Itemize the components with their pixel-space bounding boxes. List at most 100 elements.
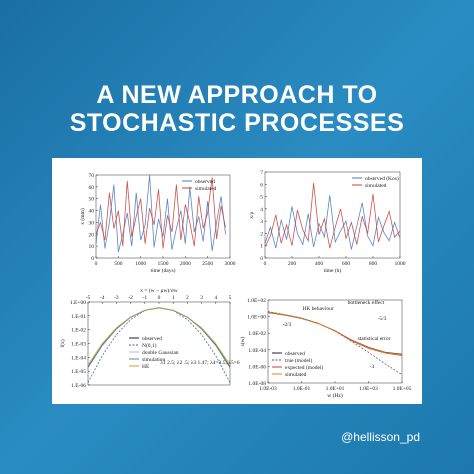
x-axis-label: time (days) <box>151 267 176 274</box>
legend-label: simulation <box>142 357 165 363</box>
x-tick-label: 1000 <box>135 261 146 267</box>
y-tick-label: 1.E-02 <box>71 328 86 334</box>
legend-label: double Gaussian <box>142 350 179 356</box>
x-tick-label: -2 <box>128 295 133 301</box>
legend-label: simulated <box>365 183 387 189</box>
x-tick-label: 500 <box>114 261 123 267</box>
y-tick-label: 0 <box>91 256 94 262</box>
y-tick-label: 1.0E-04 <box>248 348 266 354</box>
y-tick-label: 1.0E+00 <box>247 315 266 321</box>
x-tick-label: -5 <box>86 295 91 301</box>
legend-label: observed <box>195 179 215 185</box>
legend-label: observed (Kos) <box>365 175 399 182</box>
legend-label: observed <box>285 351 305 357</box>
x-tick-label: 1000 <box>395 261 406 267</box>
y-tick-label: 7 <box>260 170 263 176</box>
x-tick-label: -3 <box>114 295 119 301</box>
legend-label: expected (model) <box>285 364 323 371</box>
x-tick-label: 1 <box>172 295 175 301</box>
y-tick-label: 5 <box>260 195 263 201</box>
series-line <box>264 195 401 250</box>
y-tick-label: 30 <box>89 220 95 226</box>
x-tick-label: 0 <box>158 295 161 301</box>
x-tick-label: 800 <box>369 261 378 267</box>
annotation: statistical error <box>358 336 391 342</box>
y-axis-label: x/μ <box>249 211 255 218</box>
x-tick-label: -1 <box>143 295 148 301</box>
y-tick-label: 1.E-01 <box>71 314 86 320</box>
x-tick-label: 5 <box>229 295 232 301</box>
handle: @hellisson_pd <box>341 430 420 444</box>
series-line <box>95 174 226 253</box>
annotation: -5/3 <box>378 316 387 322</box>
x-tick-label: 600 <box>342 261 351 267</box>
y-tick-label: 70 <box>89 173 95 179</box>
y-tick-label: 0 <box>260 256 263 262</box>
annotation: HK behaviour <box>302 306 333 312</box>
y-axis-label: f(x) <box>59 339 66 347</box>
figure: 0 500 1000 1500 2000 2500 3000010203040506070t… <box>59 170 412 399</box>
y-tick-label: 10 <box>89 244 95 250</box>
y-tick-label: 1.0E-06 <box>248 364 266 370</box>
x-tick-label: 2000 <box>180 261 191 267</box>
y-tick-label: 20 <box>89 232 95 238</box>
series-line <box>264 183 401 249</box>
y-tick-label: 1.0E+02 <box>247 298 266 304</box>
x-tick-label: 1.0E-03 <box>259 386 277 392</box>
x-axis-label: w (Hz) <box>327 392 343 399</box>
y-tick-label: 50 <box>89 197 95 203</box>
legend-label: simulated <box>195 186 217 192</box>
x-tick-label: 200 <box>288 261 297 267</box>
legend-label: simulated <box>285 372 307 378</box>
annotation: λ1 2.5; λ2 .5; λ3 1.47; λ4=3.5; λ5=6 <box>160 360 240 366</box>
plot-frame <box>264 171 401 259</box>
annotation: -3 <box>370 364 375 370</box>
y-axis-label: s(w) <box>239 336 246 346</box>
x-tick-label: 3 <box>200 295 203 301</box>
x-axis-label: time (h) <box>324 267 342 274</box>
x-tick-label: 400 <box>315 261 324 267</box>
x-tick-label: 3000 <box>225 261 236 267</box>
annotation: -2/3 <box>283 322 292 328</box>
y-tick-label: 1.E-06 <box>71 383 86 389</box>
legend-label: HE <box>142 364 150 370</box>
y-tick-label: 1.E-04 <box>71 355 86 361</box>
y-tick-label: 6 <box>260 182 263 188</box>
title-line: STOCHASTIC PROCESSES <box>70 109 405 137</box>
x-tick-label: 1.0E+03 <box>359 386 378 392</box>
x-tick-label: 0 <box>95 261 98 267</box>
x-axis-label: x = (w − μw)/σw <box>140 287 178 294</box>
y-tick-label: 1.E-05 <box>71 369 86 375</box>
x-tick-label: -4 <box>100 295 105 301</box>
legend-label: N(0,1) <box>142 342 157 349</box>
legend-label: observed <box>142 336 162 342</box>
x-tick-label: 1.0E+01 <box>326 386 345 392</box>
x-tick-label: 2500 <box>202 261 213 267</box>
series-line <box>87 307 231 366</box>
y-tick-label: 2 <box>260 231 263 237</box>
y-tick-label: 1 <box>260 244 263 250</box>
annotation: bottleneck effect <box>348 299 385 306</box>
series-line <box>87 307 231 383</box>
y-axis-label: x (mm) <box>79 208 86 225</box>
x-tick-label: 2 <box>186 295 189 301</box>
y-tick-label: 40 <box>89 209 95 215</box>
y-tick-label: 1.E+00 <box>70 300 86 306</box>
series-line <box>95 177 226 249</box>
y-tick-label: 1.0E-08 <box>248 381 266 387</box>
x-tick-label: 4 <box>214 295 217 301</box>
y-tick-label: 3 <box>260 219 263 225</box>
y-tick-label: 4 <box>260 207 263 213</box>
series-line <box>267 312 403 356</box>
x-tick-label: 1.0E-01 <box>293 386 311 392</box>
y-tick-label: 60 <box>89 185 95 191</box>
figure-panel <box>52 158 422 404</box>
y-tick-label: 1.E-03 <box>71 342 86 348</box>
legend-label: true (model) <box>285 357 313 364</box>
title-line: A NEW APPROACH TO <box>96 81 377 109</box>
x-tick-label: 1.0E+05 <box>393 386 412 392</box>
y-tick-label: 1.0E-02 <box>248 331 266 337</box>
x-tick-label: 0 <box>264 261 267 267</box>
x-tick-label: 1500 <box>158 261 169 267</box>
